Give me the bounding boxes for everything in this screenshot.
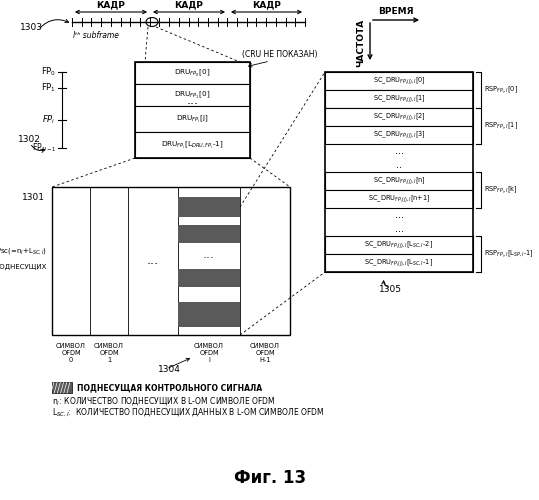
Text: SC_DRU$_{FP_i(j),l}$[n]: SC_DRU$_{FP_i(j),l}$[n]	[372, 176, 425, 186]
Text: ...: ...	[395, 210, 404, 220]
Text: ВРЕМЯ: ВРЕМЯ	[378, 8, 414, 16]
Text: RSP$_{FP_i,l}$[1]: RSP$_{FP_i,l}$[1]	[484, 120, 518, 132]
Text: FP$_1$: FP$_1$	[41, 82, 56, 94]
Text: СИМВОЛ
OFDM
1: СИМВОЛ OFDM 1	[94, 343, 124, 363]
Bar	[325, 172, 473, 190]
Bar	[178, 225, 240, 243]
Text: SC_DRU$_{FP_i(j),l}$[3]: SC_DRU$_{FP_i(j),l}$[3]	[372, 130, 425, 140]
Bar	[52, 382, 72, 393]
Bar	[135, 84, 250, 106]
Text: Psc(=n$_l$+L$_{SC,l}$): Psc(=n$_l$+L$_{SC,l}$)	[0, 246, 47, 256]
Text: 1301: 1301	[22, 192, 45, 202]
Bar	[135, 62, 250, 84]
Text: Фиг. 13: Фиг. 13	[234, 469, 306, 487]
Bar	[178, 269, 240, 287]
Text: FP$_i$: FP$_i$	[43, 114, 56, 126]
Text: КАДР: КАДР	[96, 0, 126, 10]
Text: 1303: 1303	[20, 22, 43, 32]
Bar	[325, 72, 473, 272]
Text: FP$_0$: FP$_0$	[41, 66, 56, 78]
Text: 1305: 1305	[379, 286, 402, 294]
Text: ...: ...	[203, 248, 215, 262]
Bar	[135, 62, 250, 158]
Text: DRU$_{FP_1}$[0]: DRU$_{FP_1}$[0]	[175, 90, 211, 101]
Text: DRU$_{FP_i}$[j]: DRU$_{FP_i}$[j]	[176, 114, 209, 124]
Text: КАДР: КАДР	[175, 0, 203, 10]
Bar	[325, 72, 473, 90]
Bar	[178, 197, 240, 217]
Text: ...: ...	[395, 224, 404, 234]
Text: SC_DRU$_{FP_i(j),l}$[n+1]: SC_DRU$_{FP_i(j),l}$[n+1]	[368, 194, 430, 204]
Text: SC_DRU$_{FP_i(j),l}$[2]: SC_DRU$_{FP_i(j),l}$[2]	[372, 112, 425, 122]
Text: lᵗʰ subframe: lᵗʰ subframe	[73, 32, 119, 40]
Text: SC_DRU$_{FP_i(j),l}$[L$_{SC,l}$-2]: SC_DRU$_{FP_i(j),l}$[L$_{SC,l}$-2]	[364, 240, 433, 250]
Text: RSP$_{FP_i,l}$[k]: RSP$_{FP_i,l}$[k]	[484, 184, 517, 196]
Text: КАДР: КАДР	[252, 0, 281, 10]
Text: DRU$_{FP_i}$[L$_{DRU,FP_i}$-1]: DRU$_{FP_i}$[L$_{DRU,FP_i}$-1]	[161, 140, 224, 150]
Text: СИМВОЛ
OFDM
H-1: СИМВОЛ OFDM H-1	[250, 343, 280, 363]
Bar	[135, 106, 250, 132]
Text: FP$_{N-1}$: FP$_{N-1}$	[31, 142, 56, 154]
Bar	[325, 126, 473, 144]
Bar	[52, 187, 290, 335]
Text: ...: ...	[395, 146, 404, 156]
Text: СИМВОЛ
OFDM
0: СИМВОЛ OFDM 0	[56, 343, 86, 363]
Text: ...: ...	[147, 254, 159, 268]
Bar	[325, 90, 473, 108]
Text: RSP$_{FP_i,l}$[0]: RSP$_{FP_i,l}$[0]	[484, 84, 518, 96]
Text: СИМВОЛ
OFDM
l: СИМВОЛ OFDM l	[194, 343, 224, 363]
Text: ПОДНЕСУЩИХ: ПОДНЕСУЩИХ	[0, 264, 47, 270]
Bar	[325, 190, 473, 208]
Text: (CRU НЕ ПОКАЗАН): (CRU НЕ ПОКАЗАН)	[242, 50, 318, 59]
Text: RSP$_{FP_i,l}$[L$_{SP,l}$-1]: RSP$_{FP_i,l}$[L$_{SP,l}$-1]	[484, 248, 534, 260]
Bar	[178, 302, 240, 327]
Text: SC_DRU$_{FP_i(j),l}$[0]: SC_DRU$_{FP_i(j),l}$[0]	[372, 76, 425, 86]
Text: n$_l$: КОЛИЧЕСТВО ПОДНЕСУЩИХ В L-ОМ СИМВОЛЕ OFDM: n$_l$: КОЛИЧЕСТВО ПОДНЕСУЩИХ В L-ОМ СИМВ…	[52, 395, 275, 407]
Text: DRU$_{FP_0}$[0]: DRU$_{FP_0}$[0]	[175, 68, 211, 78]
Text: SC_DRU$_{FP_i(j),l}$[L$_{SC,l}$-1]: SC_DRU$_{FP_i(j),l}$[L$_{SC,l}$-1]	[364, 258, 433, 268]
Text: SC_DRU$_{FP_i(j),l}$[1]: SC_DRU$_{FP_i(j),l}$[1]	[372, 94, 425, 104]
Text: 1304: 1304	[158, 366, 181, 374]
Text: ...: ...	[186, 94, 198, 106]
Bar	[325, 108, 473, 126]
Bar	[135, 132, 250, 158]
Text: ЧАСТОТА: ЧАСТОТА	[356, 19, 365, 67]
Text: 1302: 1302	[18, 136, 41, 144]
Bar	[325, 254, 473, 272]
Bar	[325, 236, 473, 254]
Text: ПОДНЕСУЩАЯ КОНТРОЛЬНОГО СИГНАЛА: ПОДНЕСУЩАЯ КОНТРОЛЬНОГО СИГНАЛА	[77, 383, 262, 392]
Text: ..: ..	[396, 160, 402, 170]
Text: L$_{SC,l}$:  КОЛИЧЕСТВО ПОДНЕСУЩИХ ДАННЫХ В L-ОМ СИМВОЛЕ OFDM: L$_{SC,l}$: КОЛИЧЕСТВО ПОДНЕСУЩИХ ДАННЫХ…	[52, 407, 324, 419]
